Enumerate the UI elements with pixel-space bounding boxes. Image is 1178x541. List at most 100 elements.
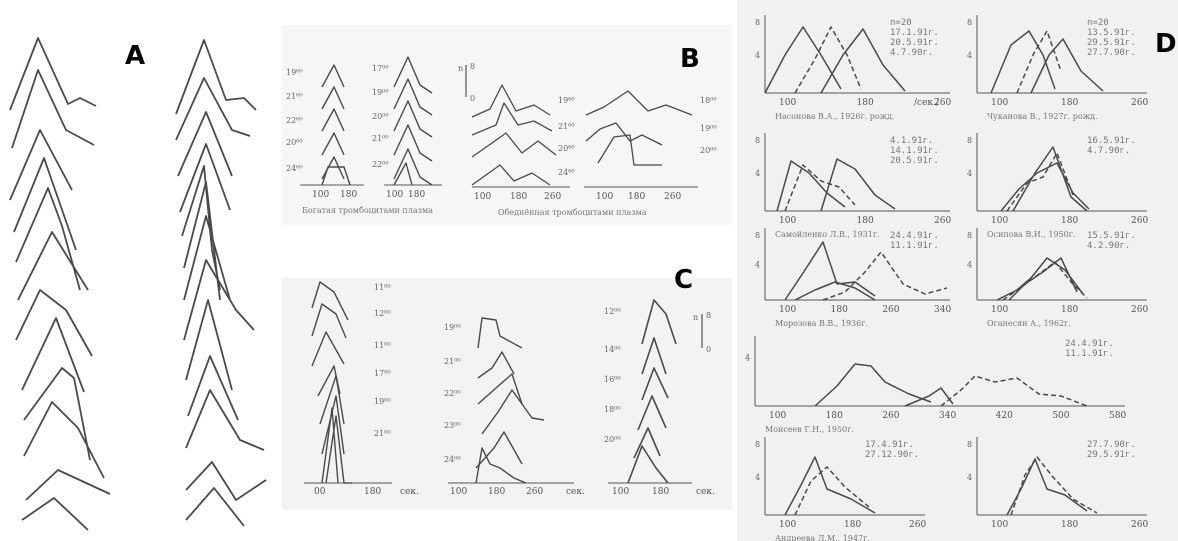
y-tick: 4 [755,261,760,270]
x-tick: 500 [1052,411,1069,421]
trace-line [21,317,85,393]
chart-caption: Осипова В.И., 1950г. [987,230,1075,239]
hour-label: 11⁰⁰ [374,283,391,292]
stat-text: 11.1.91г. [890,241,939,251]
peak-line [627,445,669,484]
multi-peak-line [597,134,662,166]
histogram-chart: 8 4 100 180 260 n=2013.5.91г.29.5.91г.27.7.90… [967,15,1148,121]
y-tick: 8 [755,440,760,449]
histogram-chart: 8 4 100 180 260 16.5.91г.4.7.90г. Осипова В.И.… [967,133,1148,239]
x-tick: 180 [857,98,874,108]
dashed-series-line [822,251,948,301]
histogram-chart: 4 100 180 260 340 420 500 580 24.4.91г.11.1.91г.… [745,336,1126,434]
hour-label: 18⁰⁰ [604,405,621,414]
panel-c-figure: C 11⁰⁰ 12⁰⁰ 11⁰⁰ 17⁰⁰ 19⁰⁰ 21⁰⁰ 19⁰⁰ 21⁰⁰ 22⁰⁰ 23… [304,265,715,497]
panel-b-figure: B 19⁰⁰ 17⁰⁰ 21⁰⁰ 19⁰⁰ 22⁰⁰ 20⁰⁰ 20⁰⁰ 21⁰⁰ 24⁰⁰ 22… [286,44,717,217]
panel-c-tick: 00 [314,487,326,497]
series-line [776,160,846,212]
dashed-series-line [784,164,856,212]
dashed-series-line [1016,30,1062,94]
y-tick: 8 [755,18,760,27]
peak-line [321,132,345,156]
stat-text: 4.7.90г. [1087,146,1130,156]
dashed-series-line [794,26,862,94]
series-line [764,26,842,94]
panel-a: A [0,0,290,541]
trace-line [9,37,97,111]
series-line [904,387,954,407]
trace-line [15,289,93,357]
panel-c-curves [311,281,677,484]
peak-line [641,367,669,401]
x-tick: 100 [991,520,1008,530]
trace-line [183,215,231,301]
multi-peak-line [585,90,693,116]
x-tick: 180 [1061,305,1078,315]
trace-line [179,143,231,213]
hour-label: 12⁰⁰ [374,309,391,318]
stat-text: 4.1.91г. [890,136,933,146]
panel-c-scale-value: 8 [706,311,711,320]
stat-text: 17.1.91г. [890,28,939,38]
peak-line [475,431,523,469]
x-tick: 260 [882,411,899,421]
panel-c-tick: 180 [364,487,381,497]
chart-caption: Чуканова В., 1927г. рожд. [987,112,1098,121]
panel-b-tick: 180 [340,190,357,200]
panel-a-figure: A [9,37,267,531]
stat-text: 27.7.90г. [1087,440,1136,450]
peak-line [641,337,667,375]
hour-label: 20⁰⁰ [604,435,621,444]
series-line [1030,38,1104,94]
panel-c-tick: 100 [612,487,629,497]
trace-line [185,461,267,501]
trace-line [185,299,233,391]
peak-line [311,331,345,367]
series-line [1008,257,1078,301]
hour-label: 22⁰⁰ [372,160,389,169]
panel-b-tick: 100 [312,190,329,200]
trace-line [185,389,265,451]
stat-text: 27.7.90г. [1087,48,1136,58]
chart-caption: Морозова В.В., 1936г. [775,319,868,328]
x-tick: 100 [991,216,1008,226]
panel-c-hour-labels: 11⁰⁰ 12⁰⁰ 11⁰⁰ 17⁰⁰ 19⁰⁰ 21⁰⁰ 19⁰⁰ 21⁰⁰ 22⁰⁰ 23⁰⁰… [374,283,621,464]
panel-b-scale-value: 8 [470,62,475,71]
panel-b-tick: 260 [664,192,681,202]
panel-c-tick: сек. [400,487,419,497]
panel-b-hour-labels: 19⁰⁰ 17⁰⁰ 21⁰⁰ 19⁰⁰ 22⁰⁰ 20⁰⁰ 20⁰⁰ 21⁰⁰ 24⁰⁰ 22⁰⁰… [286,64,717,177]
panel-c-tick: сек. [696,487,715,497]
y-tick: 8 [755,136,760,145]
x-tick: 260 [1131,305,1148,315]
hour-label: 19⁰⁰ [700,124,717,133]
x-tick: 100 [779,305,796,315]
multi-peak-line [471,132,557,158]
peak-line [311,303,347,339]
hour-label: 21⁰⁰ [372,134,389,143]
hour-label: 23⁰⁰ [444,421,461,430]
x-tick: 340 [939,411,956,421]
panel-c-tick: 100 [450,487,467,497]
trace-line [9,129,73,201]
series-line [794,281,876,301]
panel-c-tick: 180 [652,487,669,497]
y-tick: 8 [967,231,972,240]
hour-label: 22⁰⁰ [286,116,303,125]
hour-label: 14⁰⁰ [604,345,621,354]
hour-label: 11⁰⁰ [374,341,391,350]
histogram-chart: 8 4 100 180 260 15.5.91г.4.2.90г. Оганесян А.,… [967,228,1148,328]
chart-caption: Оганесян А., 1962г. [987,319,1071,328]
stat-text: 29.5.91г. [1087,450,1136,460]
peak-line [321,64,345,88]
hour-label: 19⁰⁰ [444,323,461,332]
x-tick: 100 [991,98,1008,108]
peak-line [477,317,523,349]
peak-line [475,447,527,484]
trace-line [177,111,233,177]
hour-label: 19⁰⁰ [374,397,391,406]
x-tick: 180 [844,520,861,530]
peak-line [321,407,339,484]
x-tick: 100 [779,216,796,226]
panel-a-label: A [125,41,145,71]
